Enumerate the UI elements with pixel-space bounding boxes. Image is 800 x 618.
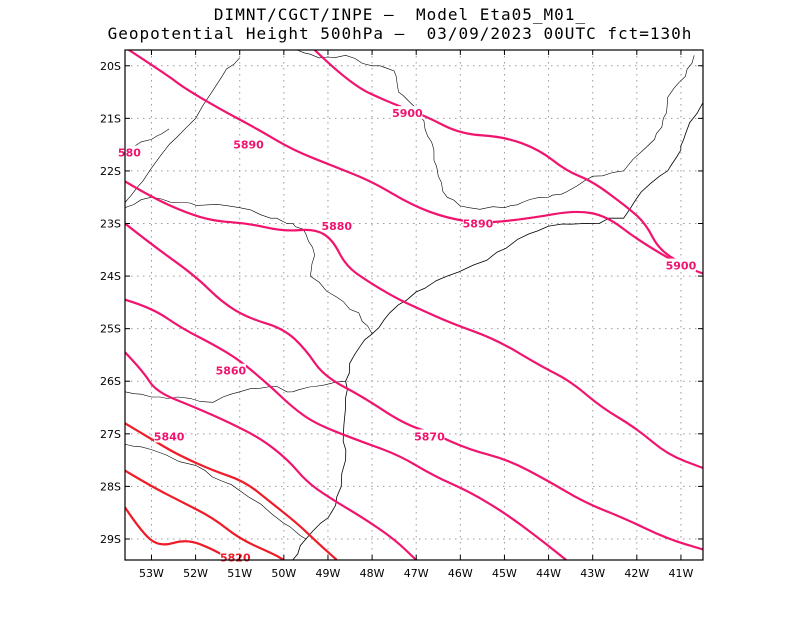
contour-5860 [125,351,417,560]
contour-label: 5840 [154,430,185,443]
contour-label: 5900 [666,260,697,273]
contour-5870 [125,298,567,560]
contour-label: 580 [118,147,141,160]
x-tick-label: 46W [448,567,473,580]
state-border [125,57,240,203]
contour-5880 [125,222,703,551]
contour-label-bg [117,145,141,159]
contour-label: 5890 [233,139,264,152]
y-tick-label: 25S [100,323,121,336]
contour-label-bg [414,429,445,443]
x-tick-label: 52W [183,567,208,580]
contour-5900 [126,50,703,275]
contour-5830 [125,506,232,560]
contour-labels: 5900 5890 580 5880 5890 5900 5860 5870 5840 5820 [117,106,697,564]
x-tick-label: 50W [271,567,296,580]
contour-label: 5860 [216,365,247,378]
x-tick-label: 44W [536,567,561,580]
contour-label: 5820 [220,551,251,564]
x-tick-label: 45W [492,567,517,580]
contour-label-bg [392,106,423,120]
y-tick-label: 24S [100,270,121,283]
contour-label: 5870 [414,430,445,443]
y-tick-label: 23S [100,218,121,231]
x-tick-label: 51W [227,567,252,580]
title-line-2: Geopotential Height 500hPa — 03/09/2023 … [107,24,693,43]
contour-label-bg [462,216,493,230]
y-tick-label: 29S [100,533,121,546]
grid-lines [125,50,703,560]
map-frame [124,49,704,561]
contour-5850 [125,422,338,560]
contour-label-bg [321,219,352,233]
y-tick-label: 28S [100,480,121,493]
state-border [125,196,373,335]
y-tick-label: 20S [100,60,121,73]
x-tick-label: 53W [139,567,164,580]
x-tick-label: 43W [580,567,605,580]
contour-label-bg [154,429,185,443]
contour-5840 [125,469,285,560]
state-border [125,380,346,403]
geography [125,50,703,560]
contour-label: 5880 [321,220,352,233]
contour-label: 5900 [392,107,423,120]
x-tick-label: 48W [360,567,385,580]
contour-lines [125,50,703,560]
x-tick-label: 49W [316,567,341,580]
y-tick-label: 21S [100,112,121,125]
contour-label-bg [665,258,696,272]
y-tick-label: 22S [100,165,121,178]
contour-label-bg [233,137,264,151]
state-border [125,444,307,540]
y-tick-label: 26S [100,375,121,388]
contour-label-bg [215,363,246,377]
axis-ticks: 53W 52W 51W 50W 49W 48W 47W 46W 45W 44W 43W 42W 41W 2… [100,50,703,580]
x-tick-label: 47W [404,567,429,580]
coastline [292,102,703,560]
x-tick-label: 42W [624,567,649,580]
x-tick-label: 41W [669,567,694,580]
state-border [296,50,695,210]
title-line-1: DIMNT/CGCT/INPE — Model Eta05_M01_ [213,5,587,24]
contour-label: 5890 [463,218,494,231]
contour-5890 [125,180,703,470]
y-tick-label: 27S [100,428,121,441]
